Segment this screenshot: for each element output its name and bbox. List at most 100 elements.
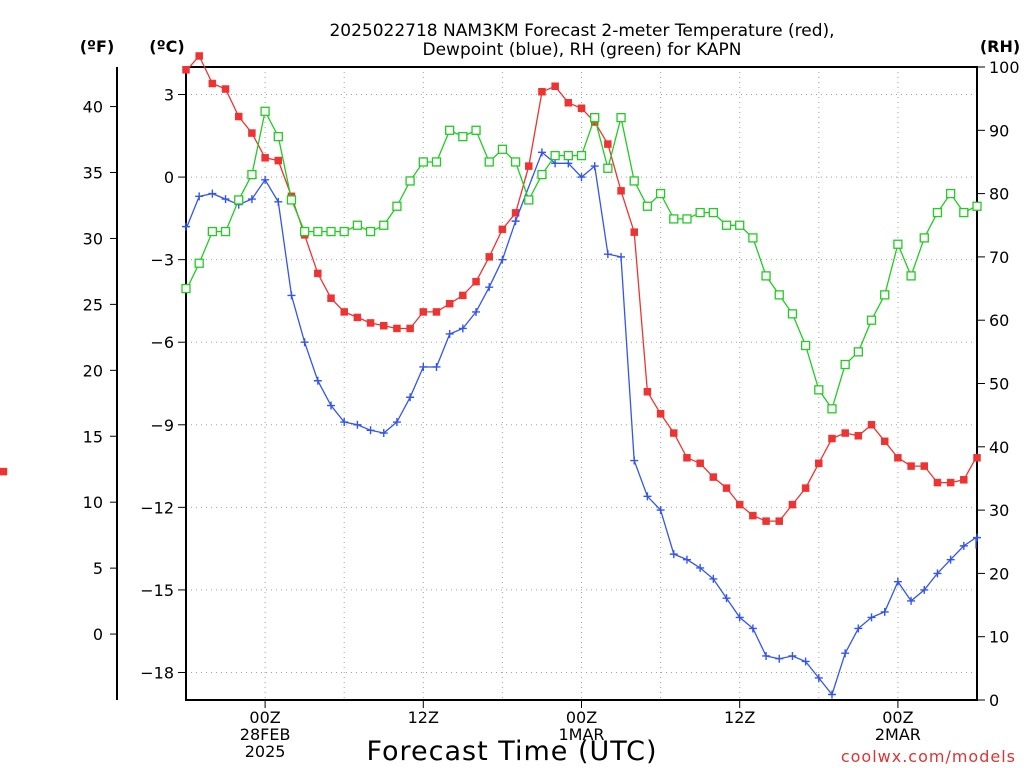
rh-point [497,144,508,154]
dewpoint-point [327,401,336,410]
dewpoint-point [445,329,454,338]
temperature-point [841,429,849,437]
rh-point [405,176,415,186]
rh-tick-label: 10 [989,628,1009,647]
rh-point [616,112,626,123]
x-tick-label: 00Z [249,708,280,727]
rh-point [550,150,560,161]
rh-point [748,233,758,243]
rh-point [774,290,784,300]
temperature-series [0,52,981,525]
rh-point [207,226,218,237]
rh-point [695,207,705,218]
temperature-point [788,500,797,509]
temperature-point [828,434,836,443]
fahrenheit-tick-label: 10 [83,493,103,512]
x-tick-label: 2MAR [875,725,921,744]
x-tick-label: 28FEB [240,725,291,744]
celsius-tick-label: −3 [150,251,174,270]
dewpoint-point [195,192,204,201]
rh-point [379,220,389,230]
rh-point [220,226,231,237]
chart-title-line-1: 2025022718 NAM3KM Forecast 2-meter Tempe… [329,21,834,41]
temperature-point [604,140,612,148]
dewpoint-point [392,418,401,427]
dewpoint-point [709,574,718,583]
rh-point [880,290,890,300]
dewpoint-point [735,613,744,622]
temperature-point [946,478,955,487]
rh-point [945,188,956,199]
temperature-point [815,459,823,468]
rh-point [194,258,204,268]
fahrenheit-tick-label: 5 [93,559,103,578]
plot-frame [185,66,978,701]
dewpoint-point [261,175,270,184]
dewpoint-point [340,418,349,427]
temperature-point [630,228,638,236]
celsius-tick-label: −18 [140,663,174,682]
rh-point [669,214,679,224]
rh-point [471,125,481,135]
grid-lines [186,67,978,700]
temperature-point [670,429,678,437]
dewpoint-point [748,624,757,633]
rh-point [735,220,745,230]
fahrenheit-tick-label: 15 [83,427,103,446]
temperature-point [973,454,981,462]
dewpoint-point [946,555,955,564]
temperature-point [195,52,203,60]
dewpoint-point [617,252,626,261]
axes [110,66,985,708]
rh-axis-unit-label: (RH) [980,37,1020,56]
temperature-point [854,432,863,440]
rh-point [247,169,257,180]
dewpoint-point [498,255,507,264]
temperature-point [353,313,362,322]
temperature-point [722,484,731,492]
temperature-point [894,454,902,462]
dewpoint-point [221,195,230,204]
dewpoint-point [893,577,902,586]
dewpoint-point [775,654,784,663]
temperature-point [432,308,441,316]
celsius-tick-label: −9 [150,416,174,435]
temperature-point [380,321,388,330]
dewpoint-series [182,148,981,699]
dewpoint-point [630,456,639,465]
rh-point [234,195,244,205]
temperature-point [221,85,230,93]
dewpoint-point [762,651,771,660]
rh-point [260,106,270,116]
temperature-point [538,88,546,96]
temperature-point [564,99,573,107]
dewpoint-point [208,189,217,198]
rh-point [787,309,798,319]
fahrenheit-tick-label: 40 [83,98,103,117]
rh-point [445,125,455,135]
temperature-point [643,388,652,396]
x-tick-label: 1MAR [558,725,604,744]
fahrenheit-tick-label: 30 [83,229,103,248]
rh-point [418,157,428,167]
celsius-tick-label: 0 [164,168,174,187]
rh-point [840,359,850,370]
dewpoint-point [577,173,586,182]
fahrenheit-tick-label: 25 [83,295,103,314]
dewpoint-point [682,555,691,564]
temperature-point [419,308,428,316]
tick-labels: 0510152025303540−18−15−12−9−6−3030102030… [83,58,1020,761]
temperature-point [445,299,454,308]
temperature-point [406,324,414,333]
rh-tick-label: 20 [989,564,1009,583]
rh-tick-label: 60 [989,311,1009,330]
temperature-point [340,308,348,316]
dewpoint-point [827,690,836,699]
rh-point [603,163,613,173]
rh-point [313,226,323,237]
dewpoint-point [643,492,652,501]
rh-point [893,239,903,249]
dewpoint-point [959,541,968,550]
celsius-tick-label: −12 [140,498,174,517]
dewpoint-point [300,338,309,347]
